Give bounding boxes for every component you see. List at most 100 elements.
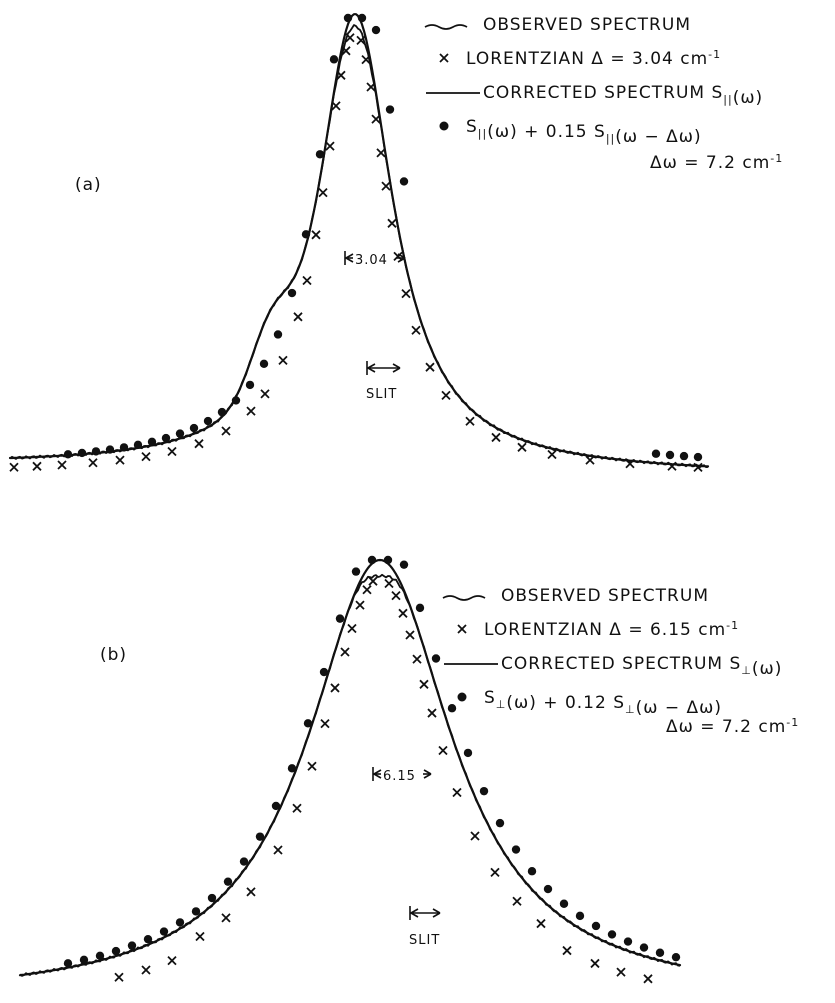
lorentzian-x-point (393, 251, 403, 262)
lorentzian-x-point (411, 325, 421, 335)
data-dot (575, 911, 585, 921)
data-dot (383, 555, 393, 565)
x-stroke (331, 101, 341, 111)
x-stroke (381, 181, 391, 191)
legend: OBSERVED SPECTRUM LORENTZIAN Δ = 6.15 cm-… (442, 586, 799, 738)
lorentzian-x-point (331, 101, 341, 111)
lorentzian-x-point (141, 965, 151, 975)
data-dot (543, 884, 553, 894)
data-dot (511, 845, 521, 854)
lorentzian-x-point (347, 623, 357, 634)
x-stroke (419, 679, 429, 689)
x-stroke (366, 82, 376, 92)
x-stroke (345, 33, 355, 43)
data-dot (239, 857, 249, 866)
slit-label: SLIT (409, 933, 440, 948)
x-stroke (273, 845, 283, 855)
lorentzian-x-point (512, 896, 522, 906)
lorentzian-x-point (419, 679, 429, 689)
panel-b: OBSERVED SPECTRUM LORENTZIAN Δ = 6.15 cm-… (18, 555, 799, 984)
arrow-head (367, 363, 376, 373)
legend-entry: CORRECTED SPECTRUM S||(ω) (483, 83, 763, 108)
panel-a: OBSERVED SPECTRUM LORENTZIAN Δ = 3.04 cm-… (8, 13, 782, 473)
lorentzian-x-point (195, 931, 205, 942)
delta-omega-label: Δω = 7.2 cm-1 (666, 716, 799, 738)
legend-dot-symbol (439, 121, 449, 131)
data-dot (431, 654, 441, 663)
x-stroke (141, 451, 151, 462)
data-dot (189, 423, 199, 433)
lorentzian-x-point (292, 803, 302, 813)
lorentzian-x-point (246, 887, 256, 897)
lorentzian-x-point (465, 416, 475, 426)
data-dot (639, 943, 649, 952)
data-dot (303, 719, 313, 728)
lorentzian-x-point (293, 312, 303, 322)
data-dot (287, 288, 297, 298)
x-stroke (616, 967, 626, 977)
x-stroke (325, 141, 335, 151)
lorentzian-x-point (536, 918, 546, 929)
data-dot (255, 832, 265, 841)
data-dot (143, 934, 153, 944)
lorentzian-x-point (643, 974, 653, 984)
lorentzian-x-point (167, 955, 177, 966)
data-dot (655, 948, 665, 957)
data-dot (91, 447, 101, 456)
data-dot (175, 918, 185, 927)
lorentzian-x-point (141, 451, 151, 462)
x-stroke (167, 446, 177, 457)
lorentzian-x-point (318, 187, 328, 198)
x-stroke (195, 931, 205, 942)
data-dot (559, 899, 569, 908)
data-dot (95, 951, 105, 960)
x-stroke (401, 288, 411, 299)
legend-entry: CORRECTED SPECTRUM S⊥(ω) (501, 654, 782, 679)
data-dot (161, 433, 171, 443)
data-dot (175, 429, 185, 438)
lorentzian-x-point (457, 624, 467, 634)
data-dot (607, 930, 617, 939)
x-stroke (221, 913, 231, 923)
lorentzian-x-point (341, 46, 351, 56)
arrow-head (373, 769, 382, 779)
lorentzian-x-point (302, 275, 312, 286)
legend-wavy-symbol (424, 24, 468, 30)
legend-entry: S||(ω) + 0.15 S||(ω − Δω) (466, 117, 702, 147)
data-dot (335, 614, 345, 623)
data-dot (367, 555, 377, 565)
data-dot (105, 445, 115, 454)
lorentzian-x-point (412, 654, 422, 664)
data-dot (245, 380, 255, 390)
x-stroke (590, 958, 600, 969)
x-stroke (88, 458, 98, 468)
data-dot (371, 25, 381, 35)
lorentzian-x-point (368, 576, 378, 586)
data-dot (259, 359, 269, 368)
lorentzian-x-point (356, 35, 366, 46)
data-dot (231, 396, 241, 405)
data-dot (463, 748, 473, 758)
data-dot (287, 764, 297, 773)
data-dot (63, 450, 73, 459)
x-stroke (141, 965, 151, 975)
lorentzian-x-point (491, 432, 501, 443)
x-stroke (465, 416, 475, 426)
x-stroke (441, 390, 451, 400)
lorentzian-x-point (311, 230, 321, 240)
legend-entry: LORENTZIAN Δ = 3.04 cm-1 (466, 48, 721, 70)
lorentzian-x-point (438, 745, 448, 756)
lorentzian-x-point (330, 683, 340, 693)
lorentzian-x-point (9, 462, 19, 472)
lorentzian-x-point (221, 913, 231, 923)
x-stroke (438, 745, 448, 756)
lorentzian-x-point (371, 114, 381, 124)
lorentzian-x-point (57, 460, 67, 470)
x-stroke (57, 460, 67, 470)
x-stroke (293, 312, 303, 322)
data-dot (399, 177, 409, 186)
lorentzian-x-point (336, 70, 346, 80)
lorentzian-x-point (260, 389, 270, 399)
lorentzian-x-point (490, 867, 500, 877)
data-dot (111, 946, 121, 956)
